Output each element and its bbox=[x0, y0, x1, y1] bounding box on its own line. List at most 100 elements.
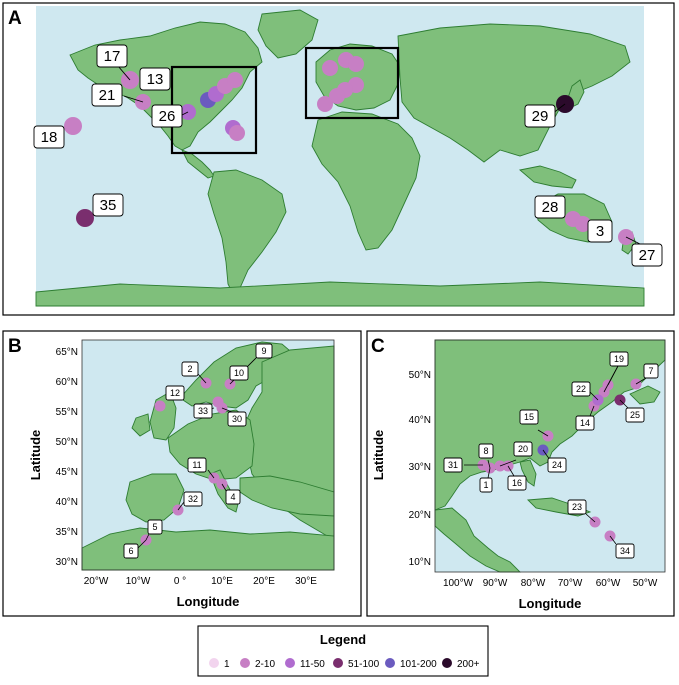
site-label: 17 bbox=[104, 48, 121, 65]
site-label: 4 bbox=[230, 492, 235, 502]
panel-c-lon-ticks: 100°W 90°W 80°W 70°W 60°W 50°W bbox=[443, 578, 658, 589]
lon-tick: 0 ° bbox=[174, 576, 186, 587]
legend-swatch bbox=[385, 658, 395, 668]
lat-tick: 50°N bbox=[56, 437, 78, 448]
panel-b-europe-map: B 65°N 60°N 55°N 50°N 45°N 40°N 35°N 3 bbox=[2, 330, 362, 617]
lat-tick: 50°N bbox=[409, 370, 431, 381]
lat-tick: 45°N bbox=[56, 467, 78, 478]
map-point[interactable] bbox=[76, 209, 94, 227]
panel-b-y-axis-title: Latitude bbox=[28, 430, 43, 481]
legend-label: 200+ bbox=[457, 659, 480, 670]
ireland-landmass bbox=[131, 413, 151, 437]
lon-tick: 50°W bbox=[633, 578, 658, 589]
site-label: 22 bbox=[576, 384, 586, 394]
site-label: 34 bbox=[620, 546, 630, 556]
lat-tick: 30°N bbox=[409, 462, 431, 473]
zoom-box-europe bbox=[304, 46, 400, 120]
legend-item: 11-50 bbox=[285, 658, 325, 670]
site-label: 28 bbox=[542, 199, 559, 216]
site-label: 11 bbox=[192, 460, 201, 470]
legend: Legend 1 2-10 11-50 51-100 101-200 200+ bbox=[197, 625, 489, 677]
panel-b-label: B bbox=[8, 336, 22, 357]
lon-tick: 10°E bbox=[211, 576, 233, 587]
lat-tick: 40°N bbox=[56, 497, 78, 508]
iberia-landmass bbox=[125, 473, 185, 523]
site-label: 20 bbox=[518, 444, 528, 454]
site-label: 30 bbox=[232, 414, 242, 424]
panel-c-lat-ticks: 50°N 40°N 30°N 20°N 10°N bbox=[409, 370, 431, 568]
site-label: 12 bbox=[170, 388, 180, 398]
panel-c-label: C bbox=[371, 336, 385, 357]
lon-tick: 100°W bbox=[443, 578, 474, 589]
site-label: 7 bbox=[648, 366, 653, 376]
legend-swatch bbox=[285, 658, 295, 668]
legend-label: 1 bbox=[224, 659, 230, 670]
legend-swatch bbox=[240, 658, 250, 668]
site-label: 35 bbox=[100, 197, 117, 214]
site-label: 21 bbox=[99, 87, 116, 104]
site-label: 1 bbox=[483, 480, 488, 490]
lat-tick: 35°N bbox=[56, 527, 78, 538]
map-point[interactable] bbox=[227, 72, 243, 88]
map-point[interactable] bbox=[154, 400, 166, 412]
site-label: 19 bbox=[614, 354, 624, 364]
panel-b-tags: 9 2 10 12 33 30 11 4 32 5 6 bbox=[123, 343, 273, 559]
legend-swatch bbox=[209, 658, 219, 668]
lat-tick: 20°N bbox=[409, 510, 431, 521]
site-label: 3 bbox=[596, 223, 604, 240]
panel-b-lat-ticks: 65°N 60°N 55°N 50°N 45°N 40°N 35°N 30°N bbox=[56, 347, 78, 568]
antarctica-landmass bbox=[35, 281, 645, 307]
south-america-landmass bbox=[207, 169, 287, 297]
site-label: 2 bbox=[187, 364, 192, 374]
site-label: 25 bbox=[630, 410, 640, 420]
site-label: 26 bbox=[159, 108, 176, 125]
map-point[interactable] bbox=[64, 117, 82, 135]
site-label: 13 bbox=[147, 71, 164, 88]
site-label: 16 bbox=[512, 478, 522, 488]
lon-tick: 90°W bbox=[483, 578, 508, 589]
legend-label: 11-50 bbox=[300, 659, 325, 670]
site-label: 9 bbox=[261, 346, 266, 356]
legend-item: 101-200 bbox=[385, 658, 437, 670]
greenland-landmass bbox=[257, 9, 319, 59]
lat-tick: 60°N bbox=[56, 377, 78, 388]
site-label: 31 bbox=[448, 460, 458, 470]
lon-tick: 60°W bbox=[596, 578, 621, 589]
lat-tick: 10°N bbox=[409, 557, 431, 568]
lat-tick: 65°N bbox=[56, 347, 78, 358]
site-label: 23 bbox=[572, 502, 582, 512]
lon-tick: 80°W bbox=[521, 578, 546, 589]
legend-item: 1 bbox=[209, 658, 230, 670]
map-point[interactable] bbox=[229, 125, 245, 141]
lon-tick: 70°W bbox=[558, 578, 583, 589]
legend-label: 2-10 bbox=[255, 659, 275, 670]
site-label: 15 bbox=[524, 412, 534, 422]
map-point[interactable] bbox=[575, 216, 591, 232]
lat-tick: 30°N bbox=[56, 557, 78, 568]
lat-tick: 40°N bbox=[409, 415, 431, 426]
map-point[interactable] bbox=[322, 60, 338, 76]
map-point[interactable] bbox=[329, 88, 345, 104]
panel-c-americas-map: C 50°N 40°N 30°N 20°N 10°N 100°W 90°W 80… bbox=[366, 330, 675, 617]
site-label: 33 bbox=[198, 406, 208, 416]
site-label: 6 bbox=[128, 546, 133, 556]
site-label: 29 bbox=[532, 108, 549, 125]
legend-item: 51-100 bbox=[333, 658, 380, 670]
lat-tick: 55°N bbox=[56, 407, 78, 418]
panel-c-x-axis-title: Longitude bbox=[519, 596, 582, 611]
site-label: 27 bbox=[639, 247, 656, 264]
panel-a-world-map: A bbox=[2, 2, 675, 316]
panel-c-y-axis-title: Latitude bbox=[371, 430, 386, 481]
legend-item: 2-10 bbox=[240, 658, 275, 670]
map-point[interactable] bbox=[348, 56, 364, 72]
balkans-landmass bbox=[239, 475, 335, 517]
lon-tick: 10°W bbox=[126, 576, 151, 587]
panel-c-tags: 19 7 22 15 14 25 8 20 31 1 16 24 23 bbox=[443, 351, 659, 559]
maritimes-landmass bbox=[629, 385, 661, 405]
site-label: 14 bbox=[580, 418, 590, 428]
florida-landmass bbox=[519, 459, 537, 487]
southeast-asia-islands bbox=[519, 165, 577, 189]
panel-b-x-axis-title: Longitude bbox=[177, 594, 240, 609]
panel-a-label: A bbox=[8, 8, 22, 29]
map-point[interactable] bbox=[317, 96, 333, 112]
